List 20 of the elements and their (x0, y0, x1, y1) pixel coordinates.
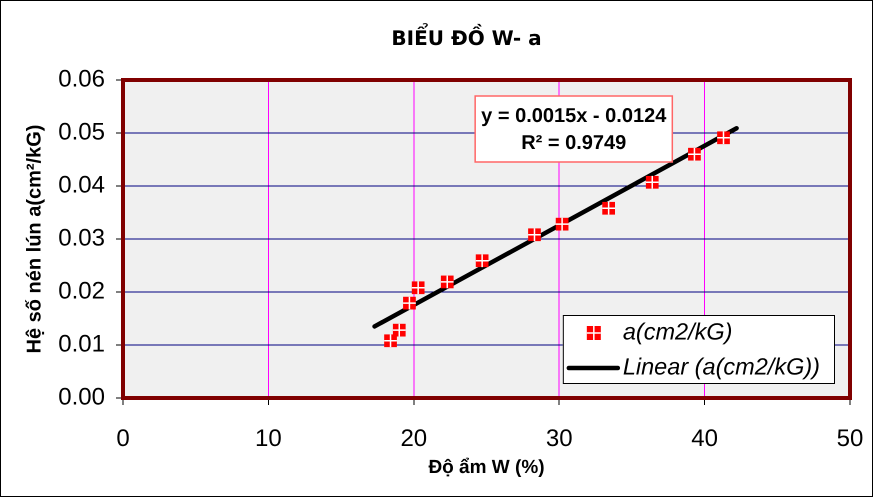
x-tick-label: 50 (836, 425, 864, 452)
y-tick-label: 0.03 (58, 224, 105, 252)
chart-title: BIỂU ĐỒ W- a (391, 23, 542, 50)
x-tick-label: 20 (400, 425, 428, 452)
x-axis-title: Độ ẩm W (%) (428, 456, 545, 478)
x-tick-label: 30 (546, 425, 573, 452)
y-tick-label: 0.01 (58, 330, 105, 358)
y-tick-label: 0.06 (58, 66, 105, 93)
y-tick-label: 0.02 (58, 278, 105, 305)
y-tick-label: 0.05 (58, 118, 105, 146)
y-tick-label: 0.00 (58, 384, 105, 411)
x-tick-label: 40 (691, 425, 718, 452)
x-tick-label: 10 (255, 425, 282, 452)
y-tick-label: 0.04 (58, 172, 105, 199)
y-axis-title: Hệ số nén lún a(cm²/kG) (24, 124, 46, 354)
annotation: y = 0.0015x - 0.0124 (481, 105, 668, 128)
legend-label: Linear (a(cm2/kG)) (622, 354, 820, 380)
x-tick-label: 0 (116, 425, 130, 452)
annotation: R² = 0.9749 (521, 132, 626, 154)
legend-label: a(cm2/kG) (622, 318, 733, 345)
